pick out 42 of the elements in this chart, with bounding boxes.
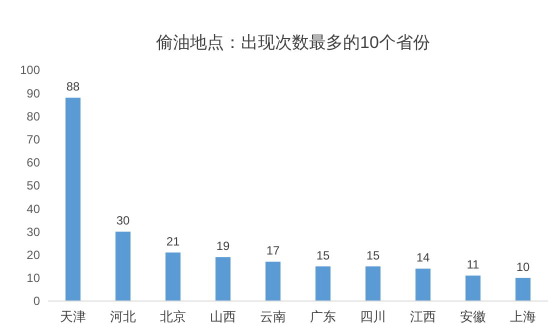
bar (416, 268, 430, 301)
x-tick-label: 江西 (410, 309, 436, 324)
data-label: 15 (366, 248, 380, 262)
bar (516, 278, 530, 301)
x-tick-label: 北京 (160, 309, 186, 324)
y-tick-label: 30 (26, 224, 40, 239)
chart-title: 偷油地点：出现次数最多的10个省份 (156, 33, 430, 52)
bar (166, 252, 180, 301)
y-tick-label: 80 (26, 109, 40, 124)
x-tick-label: 山西 (210, 309, 236, 324)
x-tick-label: 广东 (310, 309, 336, 324)
y-tick-label: 90 (26, 86, 40, 100)
bar (366, 266, 380, 301)
x-tick-label: 上海 (510, 309, 536, 324)
bar (216, 257, 230, 301)
y-tick-label: 40 (26, 202, 40, 216)
y-tick-label: 60 (26, 156, 40, 170)
data-label: 88 (66, 80, 80, 94)
y-tick-label: 100 (20, 63, 40, 78)
data-label: 11 (466, 258, 480, 272)
bar (116, 232, 130, 301)
y-tick-label: 10 (26, 271, 40, 286)
x-tick-label: 安徽 (460, 309, 486, 324)
x-tick-label: 云南 (260, 309, 286, 324)
data-label: 10 (516, 260, 530, 274)
y-tick-label: 70 (26, 132, 40, 146)
bar (66, 98, 80, 301)
data-label: 14 (416, 250, 430, 265)
bar (316, 266, 330, 301)
x-tick-label: 四川 (360, 309, 386, 324)
y-tick-label: 0 (33, 294, 40, 308)
data-label: 21 (166, 234, 180, 248)
y-tick-label: 50 (26, 178, 40, 193)
x-tick-label: 河北 (110, 309, 136, 324)
bar (466, 276, 480, 301)
bar (266, 262, 280, 301)
data-label: 15 (316, 248, 330, 262)
data-label: 30 (116, 214, 130, 228)
y-tick-label: 20 (26, 248, 40, 262)
x-tick-label: 天津 (60, 309, 86, 324)
data-label: 19 (216, 239, 230, 254)
data-label: 17 (266, 244, 280, 258)
